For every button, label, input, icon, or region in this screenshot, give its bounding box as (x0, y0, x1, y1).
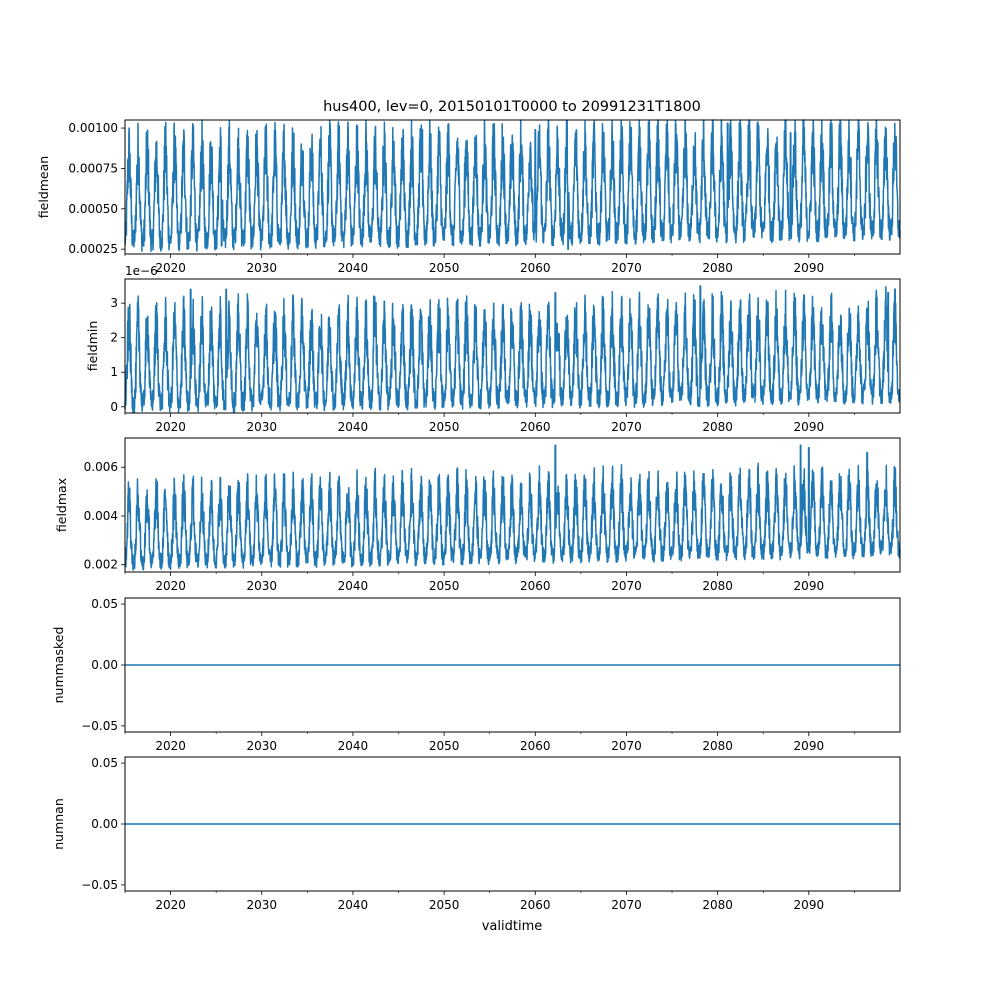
fieldmin-y-tick-label: 3 (110, 296, 118, 310)
fieldmean-y-tick-label: 0.00050 (68, 202, 118, 216)
fieldmin-y-tick-label: 1 (110, 365, 118, 379)
numnan-x-tick-label: 2030 (246, 898, 277, 912)
fieldmax-x-tick-label: 2050 (429, 579, 460, 593)
fieldmean-y-tick-label: 0.00025 (68, 242, 118, 256)
x-axis-label: validtime (482, 919, 543, 934)
fieldmean-y-axis-label: fieldmean (36, 156, 51, 218)
fieldmean-x-tick-label: 2040 (338, 261, 369, 275)
numnan-x-tick-label: 2070 (611, 898, 642, 912)
nummasked-x-tick-label: 2060 (520, 739, 551, 753)
fieldmin-x-tick-label: 2020 (155, 420, 186, 434)
nummasked-x-tick-label: 2020 (155, 739, 186, 753)
fieldmax-x-tick-label: 2040 (338, 579, 369, 593)
nummasked-x-tick-label: 2050 (429, 739, 460, 753)
nummasked-y-tick-label: 0.00 (91, 658, 118, 672)
fieldmean-x-tick-label: 2050 (429, 261, 460, 275)
nummasked-y-axis-label: nummasked (51, 627, 66, 704)
panel-fieldmin: 2020 2030 2040 2050 2060 2070 2080 2090 0 1 2 3 1e−6… (85, 264, 901, 434)
fieldmean-y-tick-label: 0.00075 (68, 161, 118, 175)
nummasked-y-tick-label: 0.05 (91, 597, 118, 611)
numnan-y-tick-label: 0.00 (91, 817, 118, 831)
fieldmin-offset-text: 1e−6 (125, 264, 158, 278)
nummasked-y-tick-label: −0.05 (81, 719, 118, 733)
fieldmax-y-tick-label: 0.006 (84, 460, 118, 474)
numnan-y-tick-label: −0.05 (81, 878, 118, 892)
fieldmax-y-axis-label: fieldmax (54, 478, 69, 532)
fieldmax-x-tick-label: 2070 (611, 579, 642, 593)
fieldmin-series-line (124, 285, 901, 414)
numnan-y-tick-label: 0.05 (91, 756, 118, 770)
fieldmean-y-tick-label: 0.00100 (68, 121, 118, 135)
numnan-x-tick-label: 2050 (429, 898, 460, 912)
fieldmin-axes-frame (124, 278, 901, 414)
fieldmax-x-tick-label: 2060 (520, 579, 551, 593)
numnan-x-tick-label: 2090 (794, 898, 825, 912)
fieldmin-x-tick-label: 2040 (338, 420, 369, 434)
fieldmax-series-line (124, 444, 901, 571)
fieldmean-axes-frame (124, 119, 901, 255)
numnan-x-tick-label: 2020 (155, 898, 186, 912)
fieldmax-axes-frame (124, 437, 901, 573)
fieldmin-x-tick-label: 2090 (794, 420, 825, 434)
nummasked-x-tick-label: 2080 (702, 739, 733, 753)
fieldmean-x-tick-label: 2030 (246, 261, 277, 275)
fieldmax-y-tick-label: 0.002 (84, 558, 118, 572)
fieldmin-x-tick-label: 2070 (611, 420, 642, 434)
fieldmin-x-tick-label: 2060 (520, 420, 551, 434)
fieldmin-y-tick-label: 2 (110, 331, 118, 345)
fieldmean-x-tick-label: 2090 (794, 261, 825, 275)
numnan-y-axis-label: numnan (51, 798, 66, 850)
fieldmin-x-tick-label: 2030 (246, 420, 277, 434)
fieldmean-series-line (124, 119, 901, 253)
nummasked-x-tick-label: 2030 (246, 739, 277, 753)
numnan-x-tick-label: 2060 (520, 898, 551, 912)
fieldmax-x-tick-label: 2080 (702, 579, 733, 593)
numnan-x-tick-label: 2040 (338, 898, 369, 912)
fieldmax-x-tick-label: 2030 (246, 579, 277, 593)
fieldmean-x-tick-label: 2060 (520, 261, 551, 275)
fieldmin-y-tick-label: 0 (110, 400, 118, 414)
panel-fieldmax: 2020 2030 2040 2050 2060 2070 2080 2090 0.002 0.0… (54, 437, 901, 593)
numnan-x-tick-label: 2080 (702, 898, 733, 912)
nummasked-x-tick-label: 2070 (611, 739, 642, 753)
panel-numnan: 2020 2030 2040 2050 2060 2070 2080 2090 −0.05 0.0… (51, 756, 901, 912)
panel-fieldmean: 2020 2030 2040 2050 2060 2070 2080 2090 0.00025 0… (36, 119, 901, 275)
fieldmin-y-axis-label: fieldmin (85, 321, 100, 372)
fieldmin-x-tick-label: 2050 (429, 420, 460, 434)
fieldmax-x-tick-label: 2020 (155, 579, 186, 593)
fieldmean-x-tick-label: 2080 (702, 261, 733, 275)
figure-title: hus400, lev=0, 20150101T0000 to 20991231… (323, 99, 701, 115)
fieldmean-x-tick-label: 2070 (611, 261, 642, 275)
nummasked-x-tick-label: 2090 (794, 739, 825, 753)
nummasked-x-tick-label: 2040 (338, 739, 369, 753)
fieldmax-x-tick-label: 2090 (794, 579, 825, 593)
panel-nummasked: 2020 2030 2040 2050 2060 2070 2080 2090 −0.05 0.0… (51, 597, 901, 753)
fieldmin-x-tick-label: 2080 (702, 420, 733, 434)
fieldmax-y-tick-label: 0.004 (84, 509, 118, 523)
fieldmean-x-tick-label: 2020 (155, 261, 186, 275)
